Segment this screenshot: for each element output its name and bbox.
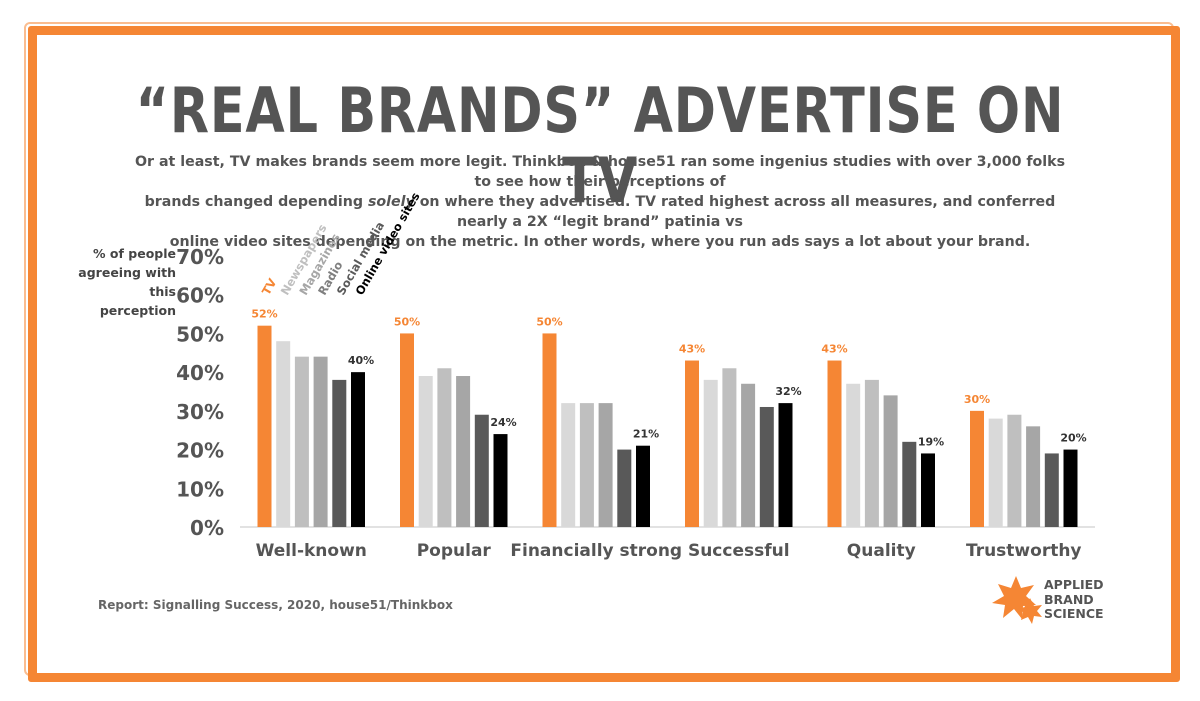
- bar-online-video-sites: [493, 434, 508, 527]
- bar-online-video-sites: [1063, 449, 1078, 527]
- x-category-label: Successful: [688, 541, 790, 561]
- bar-tv: [542, 333, 557, 527]
- y-tick-label: 20%: [176, 439, 224, 463]
- bar-newspapers: [418, 376, 433, 527]
- data-label: 40%: [348, 354, 374, 367]
- bar-online-video-sites: [778, 403, 793, 527]
- bar-newspapers: [846, 383, 861, 527]
- bar-radio: [1026, 426, 1041, 527]
- legend-label: TV: [259, 276, 280, 298]
- subtitle-line-2-start: brands changed depending: [144, 194, 368, 210]
- bar-radio: [313, 356, 328, 527]
- bar-online-video-sites: [636, 445, 650, 527]
- bar-magazines: [1007, 414, 1022, 527]
- logo-line-1: APPLIED: [1044, 577, 1104, 592]
- subtitle-line-1: Or at least, TV makes brands seem more l…: [134, 154, 1066, 190]
- bar-social-media: [1044, 453, 1059, 527]
- y-tick-label: 30%: [176, 400, 224, 424]
- bar-radio: [598, 403, 613, 527]
- bar-newspapers: [561, 403, 576, 527]
- x-category-label: Financially strong: [510, 541, 682, 561]
- y-tick-label: 0%: [190, 516, 224, 540]
- bar-social-media: [902, 441, 917, 527]
- bar-social-media: [332, 379, 347, 527]
- y-tick-label: 50%: [176, 322, 224, 346]
- bar-tv: [685, 360, 699, 527]
- bar-magazines: [722, 368, 737, 527]
- bar-radio: [741, 383, 756, 527]
- bar-magazines: [294, 356, 309, 527]
- bar-online-video-sites: [921, 453, 935, 527]
- subtitle-emphasis: solely: [367, 194, 415, 210]
- x-category-label: Trustworthy: [966, 541, 1082, 561]
- bar-newspapers: [988, 418, 1003, 527]
- bar-tv: [827, 360, 842, 527]
- page-title: “REAL BRANDS” ADVERTISE ON TV: [135, 74, 1065, 217]
- y-tick-label: 10%: [176, 477, 224, 501]
- bar-newspapers: [703, 379, 718, 527]
- data-label: 24%: [490, 416, 516, 429]
- y-axis-label: % of people agreeing with this perceptio…: [78, 246, 176, 318]
- data-label: 50%: [394, 315, 420, 328]
- logo-line-3: SCIENCE: [1044, 606, 1104, 621]
- data-label: 32%: [775, 385, 801, 398]
- bar-magazines: [437, 368, 452, 527]
- bar-social-media: [759, 406, 774, 527]
- bar-radio: [456, 376, 471, 527]
- orange-frame: [28, 26, 1180, 682]
- star-burst-icon: [992, 576, 1042, 624]
- x-category-label: Popular: [417, 541, 492, 561]
- data-label: 43%: [679, 343, 705, 356]
- x-category-label: Well-known: [256, 541, 367, 561]
- y-tick-label: 60%: [176, 284, 224, 308]
- bar-tv: [400, 333, 414, 527]
- bar-newspapers: [276, 341, 291, 527]
- y-tick-label: 40%: [176, 361, 224, 385]
- subtitle-line-2-end: on where they advertised. TV rated highe…: [414, 194, 1056, 230]
- subtitle-line-2: brands changed depending solely on where…: [130, 192, 1070, 232]
- bar-social-media: [474, 414, 489, 527]
- subtitle-line-3: online video sites depending on the metr…: [169, 234, 1031, 250]
- data-label: 20%: [1060, 432, 1086, 445]
- subtitle: Or at least, TV makes brands seem more l…: [130, 152, 1070, 252]
- logo-text: APPLIED BRAND SCIENCE: [1044, 577, 1104, 622]
- bar-tv: [970, 410, 984, 527]
- data-label: 21%: [633, 428, 659, 441]
- data-label: 19%: [918, 435, 944, 448]
- data-label: 50%: [536, 315, 562, 328]
- bar-radio: [883, 395, 898, 527]
- logo-line-2: BRAND: [1044, 591, 1094, 607]
- bar-social-media: [617, 449, 632, 527]
- bar-tv: [257, 325, 272, 527]
- data-label: 43%: [821, 343, 847, 356]
- bar-online-video-sites: [351, 372, 365, 527]
- bar-magazines: [864, 379, 879, 527]
- data-label: 30%: [964, 393, 990, 406]
- data-label: 52%: [251, 308, 277, 321]
- source-note: Report: Signalling Success, 2020, house5…: [98, 598, 453, 612]
- bar-magazines: [579, 403, 594, 527]
- x-category-label: Quality: [847, 541, 916, 561]
- y-tick-label: 70%: [176, 245, 224, 269]
